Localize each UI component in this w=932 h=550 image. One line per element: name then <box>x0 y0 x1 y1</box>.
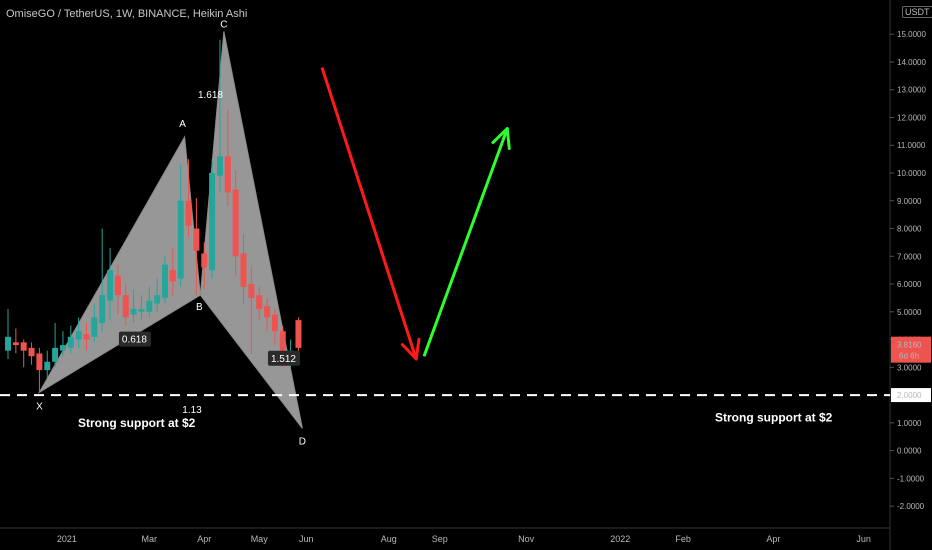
ratio-label-0618-bg <box>118 331 151 347</box>
candle-body <box>91 317 98 337</box>
y-tick-label: 5.0000 <box>897 308 922 317</box>
ratio-label-1618: 1.618 <box>198 90 223 101</box>
candle-body <box>28 347 35 357</box>
y-tick-label: 14.0000 <box>897 58 926 67</box>
y-tick-label: 3.0000 <box>897 363 922 372</box>
y-tick-label: 15.0000 <box>897 30 926 39</box>
arrow-shaft <box>422 128 509 357</box>
projection-arrows <box>320 67 511 361</box>
point-label-c: C <box>220 19 227 30</box>
candle-body <box>154 295 161 304</box>
y-tick-label: 11.0000 <box>897 141 926 150</box>
candle-body <box>99 295 106 323</box>
ratio-label-1512-bg <box>267 350 300 366</box>
y-tick-label: 10.0000 <box>897 169 926 178</box>
chart-title: OmiseGO / TetherUS, 1W, BINANCE, Heikin … <box>6 8 248 20</box>
ratio-label-113: 1.13 <box>182 405 202 416</box>
ratio-label-1512: 1.512 <box>271 354 296 365</box>
candle-body <box>52 347 59 362</box>
support-note-right: Strong support at $2 <box>715 410 833 424</box>
support-note-left: Strong support at $2 <box>78 416 196 430</box>
candle-body <box>256 295 263 310</box>
y-tick-label: 1.0000 <box>897 419 922 428</box>
point-label-b: B <box>196 302 203 313</box>
x-tick-label: 2022 <box>610 534 630 544</box>
candle-body <box>271 314 278 332</box>
ratio-label-0618: 0.618 <box>122 335 147 346</box>
x-tick-label: Jun <box>856 534 871 544</box>
arrow-head <box>400 343 418 361</box>
x-tick-label: Apr <box>766 534 780 544</box>
y-tick-label: 9.0000 <box>897 197 922 206</box>
x-tick-label: 2021 <box>57 534 77 544</box>
candle-body <box>209 173 216 271</box>
pattern-triangle-xab <box>38 135 201 394</box>
candle-body <box>130 309 137 315</box>
candle-body <box>279 331 286 359</box>
point-label-d: D <box>299 436 306 447</box>
x-tick-label: Jun <box>299 534 314 544</box>
candle-body <box>59 345 66 351</box>
candle-body <box>295 320 302 348</box>
candle-body <box>20 342 27 351</box>
x-axis: 2021 Mar Apr May Jun Aug Sep Nov 2022 Feb Apr Jun <box>0 527 890 544</box>
arrow-head <box>414 337 421 361</box>
y-tick-label: 8.0000 <box>897 225 922 234</box>
x-tick-label: Nov <box>518 534 535 544</box>
candle-body <box>114 275 121 296</box>
candle-body <box>264 306 271 318</box>
candle-body <box>193 228 200 251</box>
candle-body <box>232 189 239 257</box>
candle-body <box>75 331 82 340</box>
candle-body <box>224 156 231 193</box>
point-label-a: A <box>179 119 186 130</box>
x-tick-label: Feb <box>675 534 691 544</box>
candle-body <box>185 200 192 226</box>
y-tick-label: 7.0000 <box>897 252 922 261</box>
x-tick-label: Aug <box>381 534 397 544</box>
candle-body <box>248 284 255 298</box>
countdown-label: 6d 6h <box>899 352 919 361</box>
candle-body <box>107 270 114 301</box>
candle-body <box>162 264 168 298</box>
last-price-label: 3.8160 <box>897 341 922 350</box>
y-tick-label: 0.0000 <box>897 447 922 456</box>
y-tick-label: 13.0000 <box>897 86 926 95</box>
y-tick-label: 6.0000 <box>897 280 922 289</box>
arrow-shaft <box>320 67 418 360</box>
arrow-head <box>491 127 509 145</box>
price-tag: 3.8160 6d 6h 2.0000 <box>891 336 931 403</box>
candle-body <box>146 300 153 312</box>
y-tick-label: -2.0000 <box>897 502 925 511</box>
candle-body <box>138 309 145 312</box>
point-label-x: X <box>36 401 43 412</box>
candle-body <box>216 156 223 176</box>
candle-body <box>5 336 11 351</box>
x-tick-label: Apr <box>197 534 211 544</box>
y-tick-label: -1.0000 <box>897 474 925 483</box>
candle-body <box>67 336 74 348</box>
support-value-label: 2.0000 <box>897 391 922 400</box>
price-tag-bg <box>891 336 931 363</box>
candle-body <box>44 361 51 371</box>
x-tick-label: Sep <box>432 534 448 544</box>
candle-body <box>177 200 184 279</box>
candle-body <box>12 342 19 346</box>
candle-body <box>240 253 247 287</box>
support-tag-bg <box>891 388 931 403</box>
harmonic-pattern <box>38 31 303 429</box>
candle-body <box>83 334 90 340</box>
candle-body <box>122 295 129 318</box>
y-axis: -2.0000-1.00000.00001.00002.00003.00004.… <box>889 0 926 550</box>
candle-body <box>201 253 208 268</box>
arrow-head <box>505 127 511 150</box>
y-tick-label: 12.0000 <box>897 113 926 122</box>
x-tick-label: Mar <box>142 534 158 544</box>
candle-body <box>169 270 176 282</box>
x-tick-label: May <box>251 534 269 544</box>
candle-body <box>36 353 43 371</box>
